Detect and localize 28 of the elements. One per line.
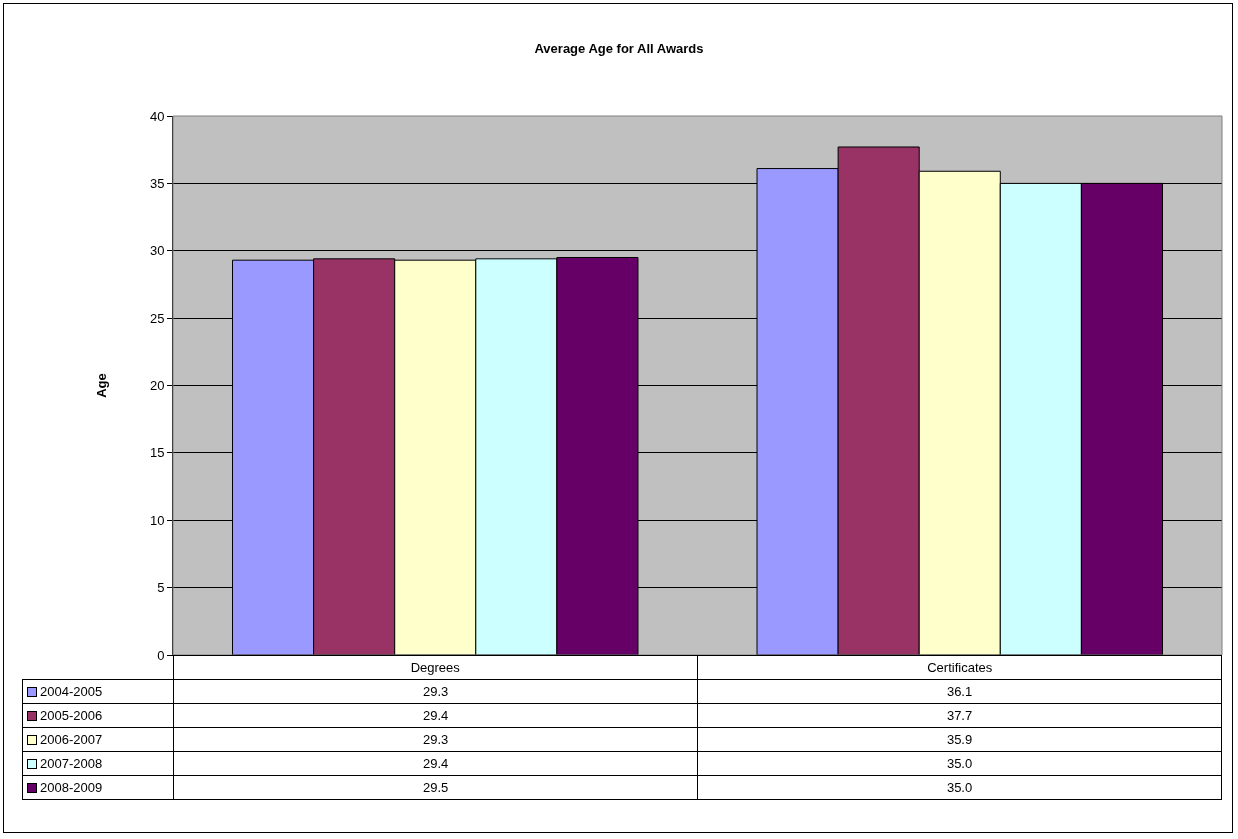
y-tick-label: 10 [149,512,165,528]
x-tick-label: Degrees [410,659,461,675]
y-tick-label: 5 [157,580,165,596]
legend-label: 2004-2005 [22,679,174,704]
legend-label: 2007-2008 [22,751,174,776]
y-tick-label: 30 [149,243,165,259]
y-axis-title: Age [93,373,109,398]
x-tick-label: Certificates [927,659,993,675]
legend-label: 2008-2009 [22,775,174,800]
chart-title: Average Age for All Awards [534,40,704,56]
data-label: 29.3 [173,679,698,704]
y-tick-label: 15 [149,445,165,461]
data-label: 29.4 [173,703,698,728]
legend-label: 2005-2006 [22,703,174,728]
y-tick-label: 35 [149,175,165,191]
data-label: 37.7 [697,703,1222,728]
y-tick-label: 0 [157,647,165,663]
y-tick-label: 25 [149,310,165,326]
data-label: 35.9 [697,727,1222,752]
data-label: 29.5 [173,775,698,800]
data-label: 36.1 [697,679,1222,704]
y-tick-label: 20 [149,378,165,394]
data-label: 35.0 [697,751,1222,776]
legend-label: 2006-2007 [22,727,174,752]
data-label: 29.3 [173,727,698,752]
data-label: 35.0 [697,775,1222,800]
y-tick-label: 40 [149,108,165,124]
data-label: 29.4 [173,751,698,776]
